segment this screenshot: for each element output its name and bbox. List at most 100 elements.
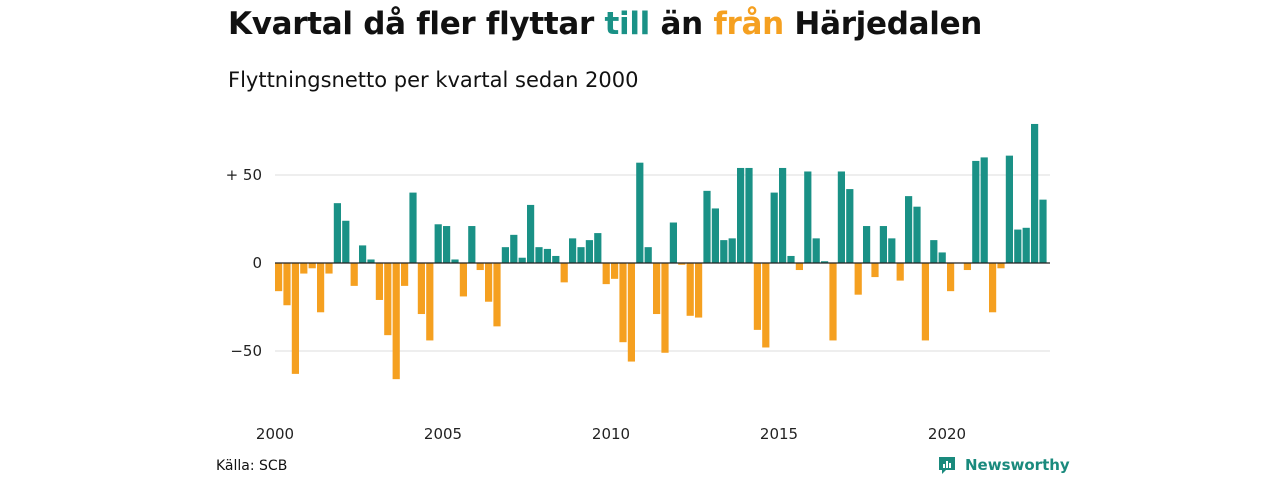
bar <box>837 171 845 263</box>
bar <box>669 222 677 263</box>
bar <box>997 263 1005 269</box>
bar <box>426 263 434 341</box>
bar <box>585 240 593 263</box>
bar <box>434 224 442 263</box>
bar <box>308 263 316 269</box>
bar <box>577 247 585 263</box>
bar <box>392 263 400 380</box>
bar <box>770 192 778 263</box>
bar <box>980 157 988 263</box>
bar <box>812 238 820 263</box>
bar <box>728 238 736 263</box>
bar <box>753 263 761 330</box>
chart-title: Kvartal då fler flyttar till än från Här… <box>228 6 982 42</box>
bar <box>720 240 728 263</box>
bar <box>762 263 770 348</box>
bar <box>661 263 669 353</box>
bar <box>930 240 938 263</box>
bar <box>804 171 812 263</box>
y-tick-label: 0 <box>252 254 262 272</box>
newsworthy-logo[interactable]: Newsworthy <box>937 455 1070 475</box>
bar <box>367 259 375 263</box>
title-part-3: Härjedalen <box>783 6 983 42</box>
bars <box>275 123 1047 380</box>
bar <box>468 226 476 263</box>
bar <box>779 167 787 263</box>
x-tick-label: 2010 <box>592 425 630 443</box>
bar <box>300 263 308 274</box>
bar <box>846 189 854 263</box>
bar <box>501 247 509 263</box>
bar <box>510 234 518 263</box>
bar <box>333 203 341 263</box>
bar <box>879 226 887 263</box>
bar <box>518 257 526 263</box>
bar <box>972 160 980 263</box>
bar <box>384 263 392 336</box>
bar <box>787 255 795 263</box>
bar <box>1031 123 1039 264</box>
bar <box>291 263 299 374</box>
bar <box>627 263 635 362</box>
bar <box>896 263 904 281</box>
bar <box>636 162 644 263</box>
bar <box>527 204 535 263</box>
brand-name: Newsworthy <box>965 456 1070 474</box>
x-tick-label: 2005 <box>424 425 462 443</box>
bar <box>653 263 661 315</box>
bar <box>283 263 291 306</box>
bar <box>325 263 333 274</box>
bar <box>686 263 694 316</box>
bar <box>1022 227 1030 263</box>
x-tick-label: 2020 <box>928 425 966 443</box>
bar <box>611 263 619 279</box>
bar <box>359 245 367 263</box>
y-tick-label: + 50 <box>226 166 262 184</box>
bar <box>644 247 652 263</box>
bar <box>552 255 560 263</box>
bar <box>821 261 829 263</box>
bar <box>711 208 719 263</box>
bar <box>602 263 610 285</box>
bar <box>921 263 929 341</box>
bar <box>795 263 803 271</box>
bar <box>476 263 484 271</box>
bar <box>947 263 955 292</box>
bar <box>905 196 913 263</box>
x-axis-ticks: 2000 2005 2010 2015 2020 <box>256 425 966 443</box>
chart-subtitle: Flyttningsnetto per kvartal sedan 2000 <box>228 68 639 92</box>
bar <box>485 263 493 302</box>
bar <box>1014 229 1022 263</box>
bar <box>543 248 551 263</box>
x-tick-label: 2015 <box>760 425 798 443</box>
bar <box>451 259 459 263</box>
bar <box>695 263 703 318</box>
bar <box>737 167 745 263</box>
title-till: till <box>604 6 650 42</box>
bar <box>459 263 467 297</box>
title-part-2: än <box>649 6 714 42</box>
bar <box>989 263 997 313</box>
y-tick-label: −50 <box>230 342 262 360</box>
bar <box>871 263 879 278</box>
bar <box>863 226 871 263</box>
bar <box>342 220 350 263</box>
bar <box>409 192 417 263</box>
bar <box>275 263 283 292</box>
bar <box>560 263 568 283</box>
title-fran: från <box>713 6 784 42</box>
bar <box>678 263 686 265</box>
bar <box>375 263 383 300</box>
bar <box>938 252 946 263</box>
bar <box>401 263 409 286</box>
bar <box>535 247 543 263</box>
bar <box>888 238 896 263</box>
bar <box>1005 155 1013 263</box>
bar <box>619 263 627 343</box>
bar <box>854 263 862 295</box>
bar <box>443 226 451 263</box>
title-part-1: Kvartal då fler flyttar <box>228 6 605 42</box>
bar <box>493 263 501 327</box>
newsworthy-icon <box>939 457 955 474</box>
bar <box>1039 199 1047 263</box>
